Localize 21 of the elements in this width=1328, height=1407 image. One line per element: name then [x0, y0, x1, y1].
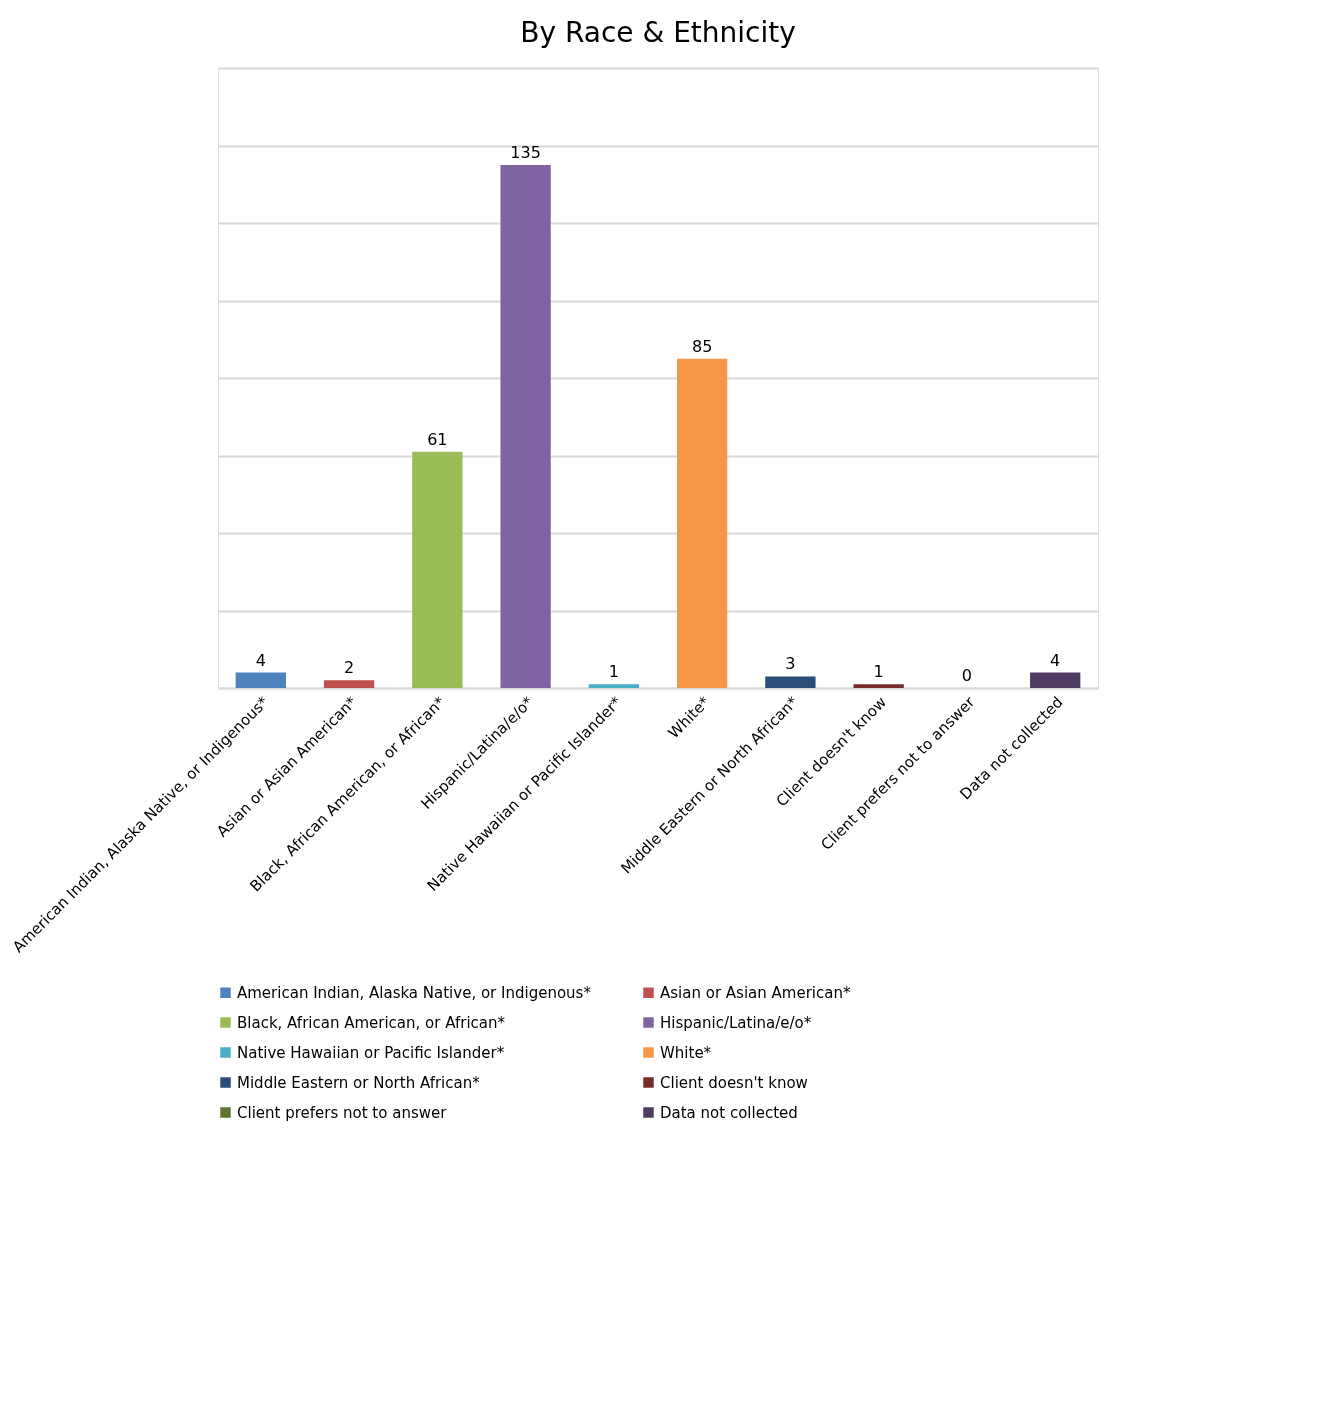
data-label: 4 [255, 650, 266, 670]
data-label: 4 [1050, 650, 1061, 670]
data-label: 2 [343, 658, 355, 678]
data-label: 0 [961, 666, 973, 685]
legend-label: Client doesn't know [660, 1073, 808, 1092]
legend-label: Black, African American, or African* [237, 1013, 506, 1032]
data-label: 135 [510, 142, 541, 162]
legend-label: White* [660, 1043, 712, 1062]
legend-label: Data not collected [660, 1103, 798, 1122]
chart-title: By Race & Ethnicity [520, 16, 796, 49]
data-label: 1 [608, 662, 619, 682]
legend-label: American Indian, Alaska Native, or Indigenous* [237, 983, 592, 1002]
legend-label: Native Hawaiian or Pacific Islander* [237, 1043, 505, 1062]
data-label: 61 [427, 429, 448, 449]
legend-label: Asian or Asian American* [660, 983, 851, 1002]
legend-label: Hispanic/Latina/e/o* [660, 1013, 812, 1032]
data-label: 3 [785, 654, 796, 674]
data-label: 85 [691, 336, 713, 356]
legend-label: Middle Eastern or North African* [237, 1073, 481, 1092]
data-label: 1 [873, 662, 884, 682]
legend-label: Client prefers not to answer [237, 1103, 448, 1122]
